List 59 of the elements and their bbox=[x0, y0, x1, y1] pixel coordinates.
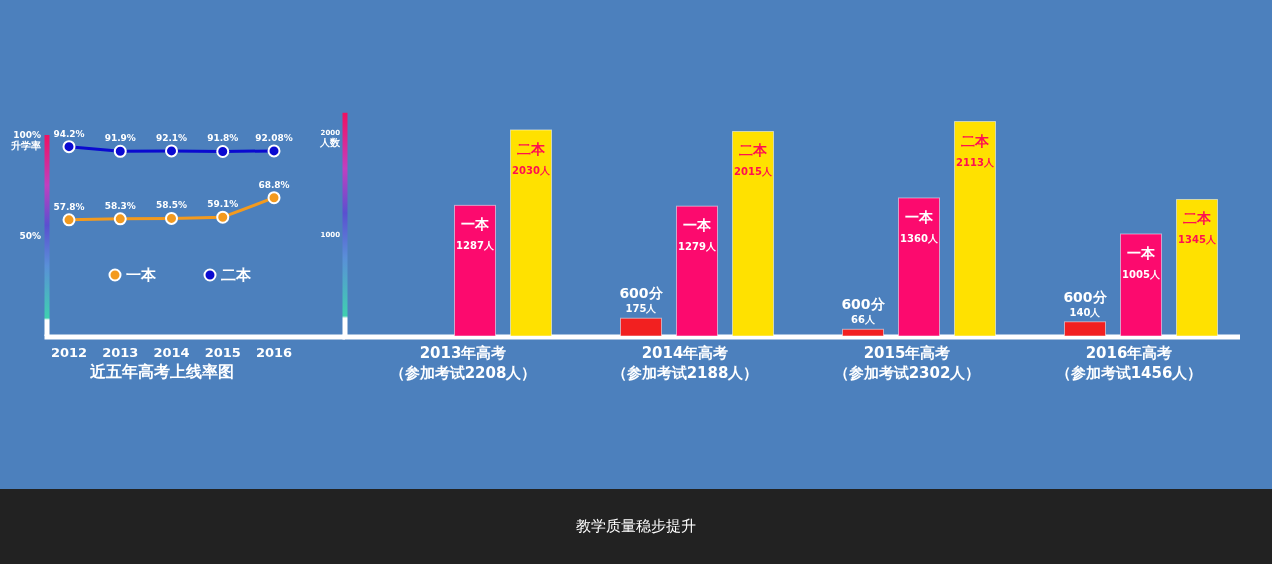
x-tick-label: 2014年高考（参加考试2188人） bbox=[611, 344, 759, 382]
text: 近五年高考上线率图 bbox=[88, 362, 234, 381]
point bbox=[216, 210, 230, 224]
data-label: 91.9% bbox=[104, 133, 136, 144]
data-label: 57.8% bbox=[53, 201, 85, 212]
data-label: 68.8% bbox=[258, 179, 290, 190]
text: 一本 bbox=[683, 217, 711, 234]
data-label: 58.3% bbox=[104, 200, 136, 211]
point bbox=[165, 144, 178, 158]
x-tick-label: 2015年高考（参加考试2302人） bbox=[833, 344, 981, 382]
data-label: 2015人 bbox=[734, 166, 773, 178]
data-label: 91.8% bbox=[207, 133, 239, 144]
y-axis-title: 人数 bbox=[319, 137, 341, 148]
x-tick-label: 2012 bbox=[50, 345, 88, 360]
point bbox=[267, 191, 281, 205]
x-tick-label: 2013 bbox=[102, 345, 139, 360]
point bbox=[113, 212, 127, 226]
y-axis-title: 升学率 bbox=[10, 140, 41, 151]
text: 600分 bbox=[619, 285, 663, 302]
legend-label: 二本 bbox=[221, 266, 252, 285]
text: 一本 bbox=[905, 208, 933, 225]
data-label: 94.2% bbox=[53, 128, 85, 139]
data-label: 66人 bbox=[851, 314, 876, 326]
point bbox=[165, 211, 178, 225]
point bbox=[216, 144, 230, 158]
data-label: 140人 bbox=[1069, 306, 1102, 318]
data-label: 1005人 bbox=[1122, 268, 1161, 280]
x-tick-label: 2014 bbox=[153, 345, 190, 360]
x-tick-label: 2016 bbox=[255, 345, 293, 360]
y-tick-label: 100% bbox=[13, 130, 41, 141]
data-label: 92.1% bbox=[155, 132, 188, 143]
data-label: 1279人 bbox=[678, 241, 717, 253]
y-tick-label: 50% bbox=[19, 230, 41, 241]
text: 600分 bbox=[841, 296, 885, 313]
point bbox=[267, 144, 281, 158]
data-label: 58.5% bbox=[155, 200, 188, 211]
point bbox=[113, 144, 127, 158]
point bbox=[62, 140, 76, 154]
series-label: 一本 bbox=[461, 216, 490, 233]
x-tick-label: 2013年高考（参加考试2208人） bbox=[389, 344, 537, 382]
data-label: 1345人 bbox=[1178, 234, 1217, 246]
text: 二本 bbox=[1183, 210, 1211, 227]
text: 教学质量稳步提升 bbox=[576, 517, 696, 535]
data-label: 175人 bbox=[625, 303, 658, 315]
data-label: 1287人 bbox=[456, 240, 495, 252]
text: 二本 bbox=[739, 142, 767, 159]
data-label: 92.08% bbox=[255, 132, 293, 143]
text: 一本 bbox=[1127, 244, 1155, 261]
data-label: 59.1% bbox=[207, 199, 239, 210]
legend-label: 一本 bbox=[126, 266, 157, 285]
data-label: 2030人 bbox=[512, 164, 551, 176]
point bbox=[62, 213, 76, 227]
data-label: 2113人 bbox=[956, 156, 995, 168]
series-label: 二本 bbox=[517, 140, 546, 157]
series-label: 600分 bbox=[1063, 288, 1108, 305]
x-tick-label: 2016年高考（参加考试1456人） bbox=[1055, 344, 1203, 382]
x-tick-label: 2015 bbox=[204, 345, 241, 360]
data-label: 1360人 bbox=[900, 232, 939, 244]
text: 二本 bbox=[961, 132, 989, 149]
